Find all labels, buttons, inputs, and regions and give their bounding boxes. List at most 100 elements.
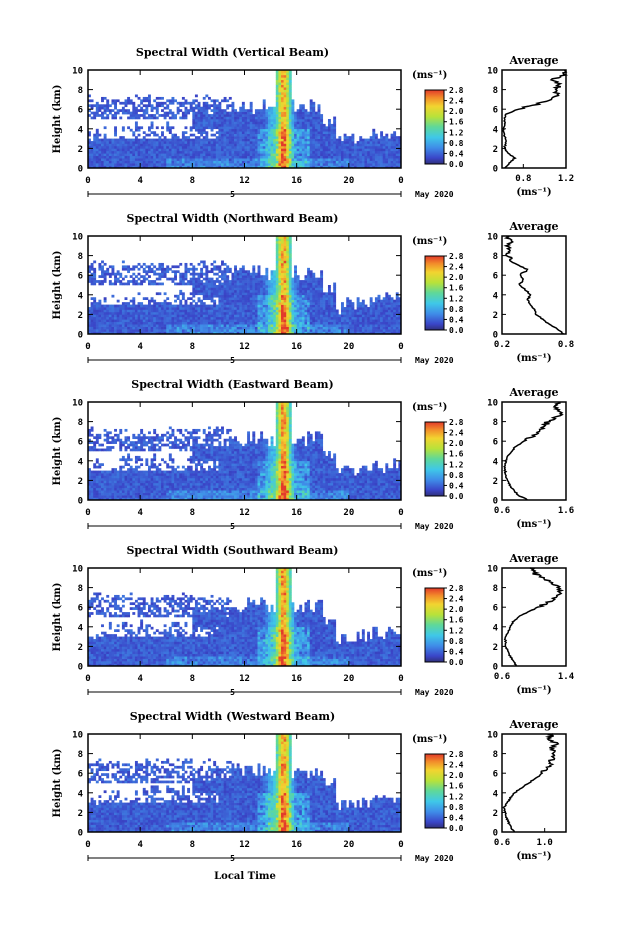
heatmap-cell <box>111 316 115 320</box>
heatmap-cell <box>221 109 224 112</box>
heatmap-cell <box>395 155 399 159</box>
heatmap-cell <box>393 136 397 139</box>
heatmap-cell <box>304 111 308 115</box>
heatmap-cell <box>171 319 175 323</box>
heatmap-cell <box>265 316 269 320</box>
heatmap-cell <box>312 114 316 117</box>
heatmap-cell <box>291 101 295 105</box>
heatmap-cell <box>294 270 297 274</box>
heatmap-cell <box>288 275 292 278</box>
heatmap-cell <box>286 99 290 103</box>
heatmap-cell <box>236 128 240 132</box>
heatmap-cell <box>127 280 131 283</box>
heatmap-cell <box>207 287 211 291</box>
heatmap-cell <box>241 282 245 286</box>
profile-y-tick-label: 8 <box>493 86 498 96</box>
heatmap-cell <box>106 143 110 147</box>
heatmap-cell <box>343 153 347 157</box>
heatmap-cell <box>320 160 324 164</box>
heatmap-cell <box>168 307 172 310</box>
heatmap-cell <box>228 128 232 132</box>
heatmap-cell <box>142 311 146 315</box>
heatmap-cell <box>296 307 300 310</box>
heatmap-cell <box>145 106 149 110</box>
heatmap-cell <box>150 160 154 164</box>
heatmap-cell <box>171 309 175 313</box>
heatmap-cell <box>288 77 292 81</box>
heatmap-cell <box>137 311 141 315</box>
heatmap-cell <box>348 150 352 154</box>
heatmap-cell <box>226 153 230 157</box>
heatmap-cell <box>129 158 133 161</box>
heatmap-cell <box>108 148 112 152</box>
heatmap-cell <box>273 321 277 325</box>
heatmap-cell <box>247 302 251 305</box>
heatmap-cell <box>296 136 300 139</box>
heatmap-cell <box>108 155 112 159</box>
heatmap-cell <box>187 311 191 315</box>
heatmap-cell <box>294 277 297 281</box>
heatmap-cell <box>226 311 230 315</box>
heatmap-cell <box>210 285 214 288</box>
date-marker: 5 <box>230 190 235 199</box>
heatmap-cell <box>257 321 261 325</box>
heatmap-cell <box>221 131 224 134</box>
date-label: May 2020 <box>415 190 454 199</box>
heatmap-cell <box>236 126 240 130</box>
heatmap-cell <box>273 316 277 320</box>
heatmap-cell <box>137 153 141 157</box>
heatmap-cell <box>343 314 347 318</box>
heatmap-cell <box>153 160 157 164</box>
heatmap-cell <box>213 292 217 296</box>
heatmap-cell <box>114 319 117 323</box>
heatmap-cell <box>270 131 274 134</box>
heatmap-cell <box>286 287 290 291</box>
heatmap-cell <box>286 285 290 288</box>
heatmap-cell <box>163 111 167 115</box>
heatmap-cell <box>312 314 316 318</box>
heatmap-cell <box>121 145 125 149</box>
heatmap-cell <box>301 141 305 144</box>
heatmap-cell <box>283 79 287 83</box>
heatmap-cell <box>93 133 97 137</box>
heatmap-cell <box>221 148 224 152</box>
heatmap-cell <box>93 111 97 115</box>
heatmap-cell <box>335 331 339 335</box>
heatmap-cell <box>335 150 339 154</box>
heatmap-cell <box>134 123 138 127</box>
heatmap-cell <box>111 114 115 117</box>
heatmap-cell <box>179 321 183 325</box>
heatmap-cell <box>291 160 295 164</box>
heatmap-cell <box>95 104 99 108</box>
heatmap-cell <box>294 329 297 332</box>
heatmap-cell <box>228 136 232 139</box>
heatmap-cell <box>202 285 206 288</box>
heatmap-cell <box>247 307 251 310</box>
heatmap-cell <box>281 138 284 142</box>
heatmap-cell <box>270 272 274 276</box>
heatmap-cell <box>257 131 261 134</box>
heatmap-cell <box>343 138 347 142</box>
heatmap-cell <box>333 304 337 308</box>
heatmap-cell <box>291 133 295 137</box>
heatmap-cell <box>168 116 172 120</box>
heatmap-cell <box>278 280 282 283</box>
heatmap-cell <box>202 289 206 293</box>
heatmap-cell <box>314 116 318 120</box>
heatmap-cell <box>254 311 258 315</box>
heatmap-cell <box>95 133 99 137</box>
heatmap-cell <box>372 316 376 320</box>
heatmap-cell <box>88 309 91 313</box>
heatmap-cell <box>142 319 146 323</box>
heatmap-cell <box>179 314 183 318</box>
heatmap-cell <box>382 141 386 144</box>
heatmap-cell <box>200 282 204 286</box>
heatmap-cell <box>333 123 337 127</box>
heatmap-cell <box>346 150 350 154</box>
heatmap-cell <box>93 165 97 169</box>
heatmap-cell <box>317 126 321 130</box>
heatmap-cell <box>168 326 172 330</box>
heatmap-cell <box>150 267 154 271</box>
heatmap-cell <box>215 150 219 154</box>
heatmap-cell <box>161 126 164 130</box>
